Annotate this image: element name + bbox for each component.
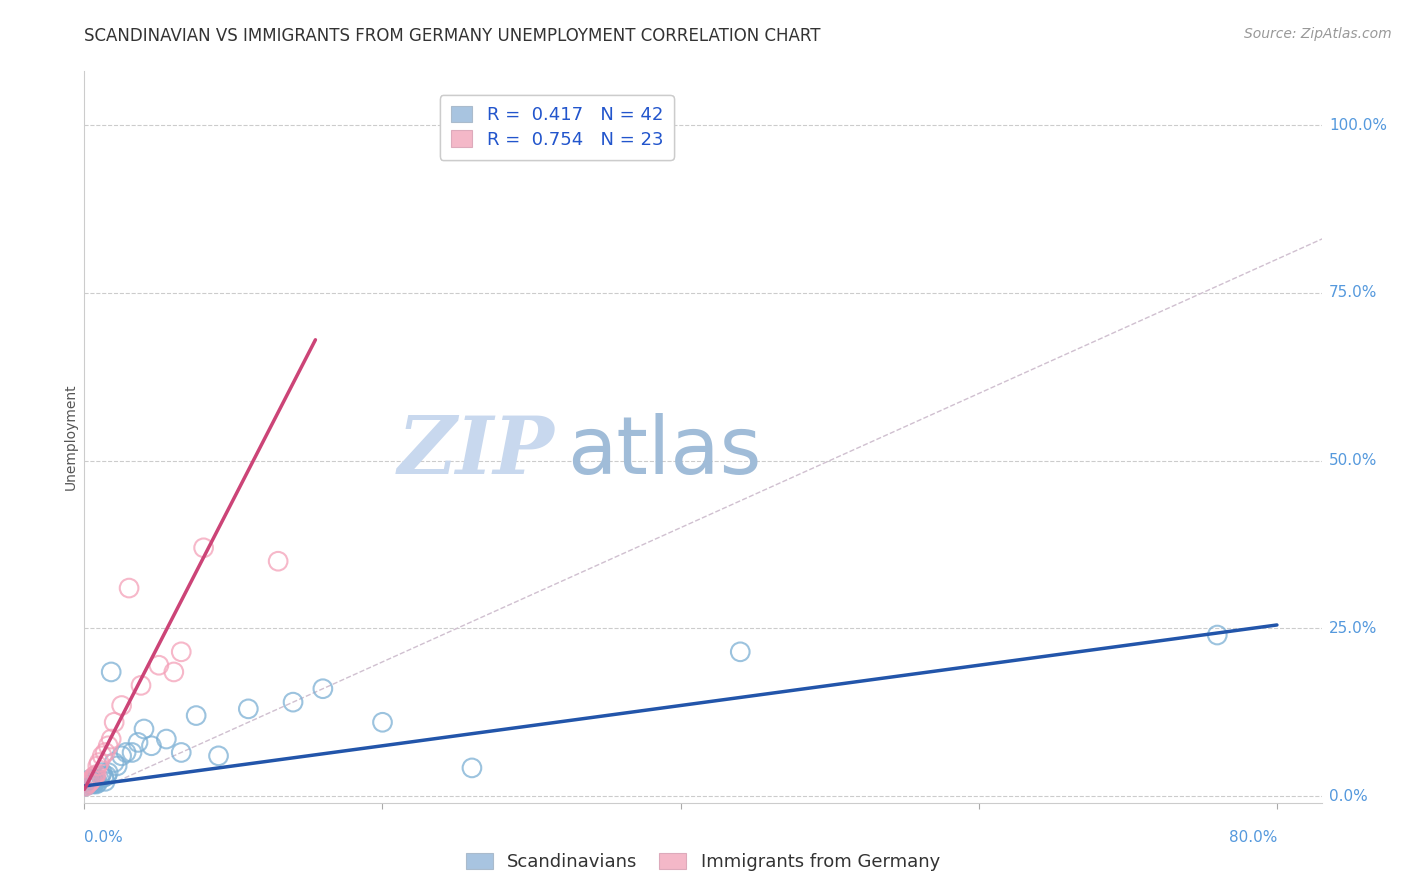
Point: [105, 759, 128, 773]
Text: 0.0%: 0.0%: [1329, 789, 1368, 804]
Point: [80, 775, 103, 789]
Point: [127, 735, 149, 749]
Point: [79, 774, 101, 789]
Point: [82, 772, 104, 787]
Point: [461, 761, 484, 775]
Point: [100, 665, 122, 679]
Point: [97, 765, 120, 780]
Point: [103, 756, 125, 770]
Text: ZIP: ZIP: [398, 413, 554, 491]
Point: [89, 772, 111, 787]
Legend: Scandinavians, Immigrants from Germany: Scandinavians, Immigrants from Germany: [458, 846, 948, 879]
Point: [129, 678, 152, 692]
Point: [83, 769, 105, 783]
Point: [170, 746, 193, 760]
Point: [89, 756, 111, 770]
Text: atlas: atlas: [567, 413, 761, 491]
Point: [77, 774, 100, 789]
Text: 0.0%: 0.0%: [84, 830, 124, 845]
Point: [193, 541, 215, 555]
Point: [186, 708, 208, 723]
Point: [163, 665, 186, 679]
Point: [77, 775, 100, 789]
Point: [82, 777, 104, 791]
Text: 25.0%: 25.0%: [1329, 621, 1378, 636]
Point: [84, 767, 107, 781]
Point: [207, 748, 229, 763]
Point: [155, 732, 177, 747]
Text: 75.0%: 75.0%: [1329, 285, 1378, 301]
Point: [94, 774, 117, 789]
Point: [87, 775, 110, 789]
Text: SCANDINAVIAN VS IMMIGRANTS FROM GERMANY UNEMPLOYMENT CORRELATION CHART: SCANDINAVIAN VS IMMIGRANTS FROM GERMANY …: [84, 27, 821, 45]
Point: [170, 645, 193, 659]
Point: [77, 775, 100, 789]
Point: [87, 759, 110, 773]
Point: [83, 775, 105, 789]
Legend: R =  0.417   N = 42, R =  0.754   N = 23: R = 0.417 N = 42, R = 0.754 N = 23: [440, 95, 673, 160]
Point: [90, 769, 112, 783]
Point: [83, 774, 105, 789]
Point: [281, 695, 304, 709]
Point: [80, 774, 103, 789]
Point: [91, 765, 114, 780]
Point: [79, 777, 101, 791]
Point: [730, 645, 752, 659]
Text: 80.0%: 80.0%: [1229, 830, 1277, 845]
Point: [79, 772, 101, 787]
Point: [371, 715, 394, 730]
Point: [80, 772, 103, 787]
Point: [267, 554, 290, 568]
Point: [121, 746, 143, 760]
Point: [84, 777, 107, 791]
Point: [75, 779, 97, 793]
Point: [312, 681, 335, 696]
Point: [75, 779, 97, 793]
Point: [141, 739, 163, 753]
Text: 100.0%: 100.0%: [1329, 118, 1388, 133]
Point: [84, 772, 107, 787]
Point: [115, 746, 138, 760]
Point: [100, 732, 122, 747]
Point: [76, 777, 98, 791]
Point: [238, 702, 260, 716]
Point: [118, 581, 141, 595]
Point: [132, 722, 155, 736]
Point: [76, 777, 98, 791]
Point: [148, 658, 170, 673]
Point: [111, 748, 134, 763]
Point: [96, 769, 118, 783]
Point: [111, 698, 134, 713]
Point: [97, 739, 120, 753]
Y-axis label: Unemployment: Unemployment: [63, 384, 77, 491]
Text: 50.0%: 50.0%: [1329, 453, 1378, 468]
Point: [82, 770, 104, 784]
Point: [91, 748, 114, 763]
Point: [103, 715, 125, 730]
Point: [93, 770, 115, 784]
Point: [1206, 628, 1229, 642]
Point: [94, 746, 117, 760]
Text: Source: ZipAtlas.com: Source: ZipAtlas.com: [1244, 27, 1392, 41]
